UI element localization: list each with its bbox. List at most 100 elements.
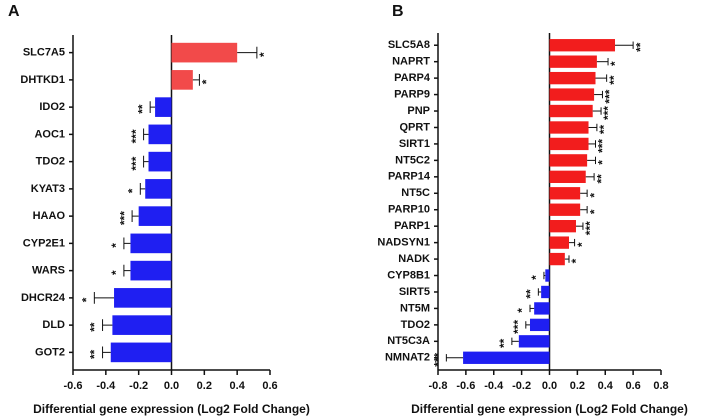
significance: *** [583, 221, 597, 235]
category-label: GOT2 [35, 346, 65, 358]
error-bar [537, 288, 542, 296]
significance: *** [129, 129, 143, 143]
significance: * [587, 209, 601, 214]
x-tick-label: 0.2 [570, 380, 585, 392]
category-label: PARP10 [388, 204, 430, 216]
error-bar [580, 206, 588, 214]
error-bar [588, 123, 598, 132]
category-label: TDO2 [401, 319, 430, 331]
bar [155, 97, 172, 117]
category-label: IDO2 [39, 101, 65, 113]
bar [114, 288, 172, 308]
significance: *** [432, 352, 446, 366]
significance: * [109, 243, 123, 248]
x-tick-label: -0.2 [129, 380, 148, 392]
error-bar [529, 304, 535, 313]
category-label: SIRT1 [399, 138, 430, 150]
category-label: AOC1 [34, 128, 65, 140]
error-bar [139, 182, 146, 195]
bar [138, 206, 172, 226]
significance: *** [129, 156, 143, 170]
error-bar [569, 238, 576, 247]
x-tick-label: -0.6 [456, 380, 475, 392]
error-bar [143, 155, 149, 168]
category-label: DLD [42, 319, 65, 331]
x-tick-label: 0.6 [625, 380, 640, 392]
error-bar [102, 319, 113, 332]
significance: * [608, 61, 622, 66]
error-bar [525, 321, 530, 329]
significance: * [587, 193, 601, 198]
bar [145, 179, 172, 199]
bar [112, 315, 172, 335]
bar [529, 318, 550, 332]
error-bar [575, 222, 584, 230]
significance: * [596, 160, 610, 165]
error-bar [445, 354, 464, 362]
bar [549, 187, 581, 200]
category-label: NT5C3A [387, 335, 430, 347]
category-label: PNP [407, 105, 430, 117]
error-bar [102, 346, 111, 359]
category-label: PARP4 [394, 72, 431, 84]
bar [549, 220, 576, 233]
significance: * [109, 270, 123, 275]
x-tick-label: 0.6 [262, 380, 277, 392]
significance: *** [603, 89, 617, 103]
x-tick-label: 0.0 [164, 380, 179, 392]
error-bar [543, 271, 546, 280]
significance: *** [596, 139, 610, 153]
error-bar [123, 264, 131, 277]
category-label: WARS [32, 265, 65, 277]
x-tick-label: -0.6 [64, 380, 83, 392]
category-label: PARP1 [394, 220, 430, 232]
significance: ** [88, 322, 102, 332]
bar [549, 71, 596, 85]
bar [518, 335, 550, 348]
error-bar [237, 46, 258, 59]
bar [549, 137, 589, 151]
significance: ** [607, 75, 621, 85]
error-bar [585, 173, 595, 181]
significance: *** [117, 211, 131, 225]
significance: ** [135, 104, 149, 114]
bar [130, 233, 172, 254]
significance: ** [597, 124, 611, 134]
bar [549, 154, 588, 167]
significance: ** [88, 349, 102, 359]
category-label: NADK [398, 253, 430, 265]
bar [549, 55, 597, 68]
x-tick-label: -0.8 [429, 380, 448, 392]
panel-letter: A [8, 3, 20, 20]
error-bar [149, 101, 156, 114]
error-bar [596, 57, 609, 66]
bar [110, 342, 172, 363]
category-label: SLC5A8 [388, 39, 430, 51]
error-bar [511, 337, 519, 346]
category-label: NT5C2 [395, 154, 430, 166]
error-bar [587, 156, 596, 165]
bar [171, 42, 238, 63]
x-tick-label: 0.2 [197, 380, 212, 392]
significance: * [80, 297, 94, 302]
significance: * [125, 188, 139, 193]
panel-letter: B [392, 3, 404, 20]
x-tick-label: -0.4 [484, 380, 504, 392]
bar [549, 203, 581, 216]
significance: * [529, 275, 543, 280]
significance: * [257, 52, 271, 57]
error-bar [131, 210, 139, 223]
category-label: DHCR24 [21, 292, 66, 304]
category-label: PARP9 [394, 88, 430, 100]
category-label: TDO2 [36, 156, 65, 168]
error-bar [615, 41, 634, 49]
category-label: HAAO [33, 210, 66, 222]
x-tick-label: 0.4 [598, 380, 614, 392]
category-label: NADSYN1 [377, 237, 430, 249]
bar [549, 236, 570, 249]
bar [549, 121, 589, 134]
error-bar [123, 237, 131, 250]
category-label: CYP8B1 [387, 269, 430, 281]
x-axis-label: Differential gene expression (Log2 Fold … [33, 402, 310, 416]
